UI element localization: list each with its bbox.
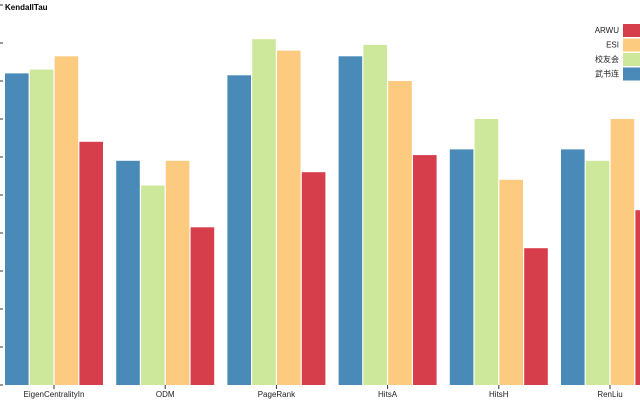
category-labels: EigenCentralityIn ODM PageRank HitsA HitsH Re… — [24, 385, 623, 399]
bar — [610, 119, 635, 385]
category-label: PageRank — [258, 390, 296, 399]
category-label: HitsH — [489, 390, 509, 399]
category-label: ODM — [156, 390, 175, 399]
legend-swatch — [623, 67, 640, 81]
bar — [635, 210, 640, 385]
bar — [227, 75, 251, 386]
category-label: RenLiu — [597, 390, 622, 399]
bars-group — [5, 39, 640, 386]
legend-label: ARWU — [595, 26, 620, 35]
bar — [561, 149, 585, 385]
bar — [449, 149, 474, 385]
bar — [524, 248, 548, 385]
y-axis-title: KendallTau — [5, 3, 48, 12]
bar — [190, 227, 215, 385]
bar — [413, 155, 437, 385]
legend-label: 校友会 — [595, 54, 619, 64]
bar — [5, 73, 29, 386]
legend-swatch — [623, 38, 640, 52]
category-label: EigenCentralityIn — [24, 390, 85, 399]
legend-swatch — [623, 53, 640, 66]
bar — [79, 141, 103, 385]
y-axis-ticks — [0, 4, 3, 386]
legend-label: 武书连 — [595, 69, 619, 79]
legend-swatch — [623, 24, 640, 37]
bar — [252, 39, 276, 385]
bar — [116, 160, 140, 385]
bar — [499, 179, 523, 385]
bar — [474, 119, 499, 385]
bar — [338, 56, 363, 386]
bar — [141, 185, 165, 385]
bar — [29, 69, 54, 385]
bar — [363, 44, 387, 386]
bar — [277, 50, 301, 385]
bar — [165, 160, 190, 385]
category-label: HitsA — [378, 390, 398, 399]
bar — [54, 56, 79, 386]
legend-label: ESI — [606, 41, 619, 50]
bar — [301, 172, 326, 385]
bar — [585, 160, 610, 385]
bar — [388, 81, 412, 385]
